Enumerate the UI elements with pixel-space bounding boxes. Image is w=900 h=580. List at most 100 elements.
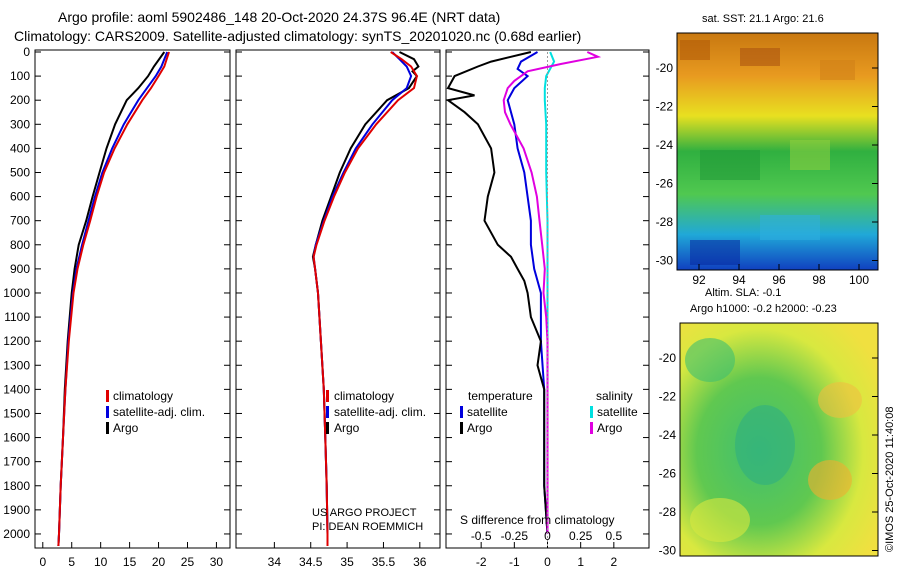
legend-argo-label: Argo bbox=[113, 421, 139, 435]
x-tick-label: -1 bbox=[509, 555, 520, 569]
depth-tick-label: 1700 bbox=[3, 455, 30, 469]
depth-tick-label: 1100 bbox=[4, 310, 30, 324]
depth-tick-label: 1200 bbox=[3, 334, 30, 348]
temperature-legend: climatology satellite-adj. clim. Argo bbox=[106, 389, 205, 435]
legend-s-sat-swatch bbox=[590, 406, 593, 418]
legend-clim-swatch bbox=[326, 390, 329, 402]
series-line-climatology bbox=[57, 51, 170, 547]
sst-map-texture bbox=[680, 40, 855, 265]
series-line-s-argo bbox=[502, 51, 602, 534]
x-tick-label: 0 bbox=[39, 555, 46, 569]
imos-credit: ©IMOS 25-Oct-2020 11:40:08 bbox=[884, 407, 896, 552]
lat-tick-label: -24 bbox=[659, 428, 677, 442]
sla-title1: Altim. SLA: -0.1 bbox=[705, 287, 781, 299]
lon-tick-label: 92 bbox=[692, 273, 706, 287]
legend-s-sat-label: satellite bbox=[597, 405, 638, 419]
lon-tick-label: 94 bbox=[732, 273, 746, 287]
x-tick-label: 34 bbox=[268, 555, 282, 569]
salinity-panel: 34 34.5 35 35.5 36 climatology satellite-adj… bbox=[235, 49, 441, 569]
lat-tick-label: -24 bbox=[656, 138, 674, 152]
legend-clim-label: climatology bbox=[334, 389, 394, 403]
depth-tick-label: 1000 bbox=[3, 286, 30, 300]
sst-title: sat. SST: 21.1 Argo: 21.6 bbox=[702, 13, 824, 25]
depth-tick-label: 900 bbox=[10, 262, 30, 276]
lat-tick-label: -26 bbox=[656, 177, 674, 191]
lat-tick-label: -20 bbox=[659, 351, 677, 365]
lat-tick-label: -22 bbox=[656, 100, 674, 114]
lat-tick-label: -26 bbox=[659, 467, 677, 481]
depth-tick-label: 600 bbox=[10, 190, 30, 204]
legend-clim-label: climatology bbox=[113, 389, 173, 403]
depth-tick-label: 1900 bbox=[3, 503, 30, 517]
legend-satadj-swatch bbox=[106, 406, 109, 418]
x-tick-label: 0 bbox=[544, 555, 551, 569]
header-line2: Climatology: CARS2009. Satellite-adjuste… bbox=[14, 28, 581, 44]
legend-t-argo-swatch bbox=[460, 422, 463, 434]
depth-tick-label: 800 bbox=[10, 238, 30, 252]
header-line1: Argo profile: aoml 5902486_148 20-Oct-20… bbox=[58, 9, 500, 25]
depth-tick-label: 1300 bbox=[3, 358, 30, 372]
lat-tick-label: -30 bbox=[656, 254, 674, 268]
sst-map-axes: -20 -22 -24 -26 -28 -30 92 94 96 98 100 bbox=[656, 61, 878, 287]
sla-map-frame bbox=[679, 322, 879, 557]
depth-tick-label: 100 bbox=[10, 69, 30, 83]
legend-argo-swatch bbox=[106, 422, 109, 434]
series-line-argo bbox=[311, 51, 420, 546]
legend-t-sat-label: satellite bbox=[467, 405, 508, 419]
salinity-lines bbox=[311, 51, 420, 546]
sla-map-axes: -20 -22 -24 -26 -28 -30 bbox=[659, 351, 878, 558]
s-tick-label: 0.5 bbox=[605, 529, 622, 543]
lat-tick-label: -22 bbox=[659, 390, 677, 404]
lon-tick-label: 98 bbox=[812, 273, 826, 287]
x-tick-label: 1 bbox=[577, 555, 584, 569]
x-tick-label: 25 bbox=[181, 555, 195, 569]
depth-tick-label: 0 bbox=[23, 45, 30, 59]
salinity-legend: climatology satellite-adj. clim. Argo bbox=[326, 389, 426, 435]
depth-tick-label: 200 bbox=[10, 93, 30, 107]
sla-map-panel: Altim. SLA: -0.1 Argo h1000: -0.2 h2000:… bbox=[659, 287, 896, 558]
legend-satadj-label: satellite-adj. clim. bbox=[334, 405, 426, 419]
lat-tick-label: -30 bbox=[659, 544, 677, 558]
legend-argo-label: Argo bbox=[334, 421, 360, 435]
legend-t-sat-swatch bbox=[460, 406, 463, 418]
legend-t-argo-label: Argo bbox=[467, 421, 493, 435]
x-tick-label: 34.5 bbox=[299, 555, 323, 569]
lat-tick-label: -28 bbox=[659, 505, 677, 519]
x-tick-label: 20 bbox=[152, 555, 166, 569]
sst-map-frame bbox=[676, 32, 879, 271]
depth-tick-label: 400 bbox=[10, 141, 30, 155]
lon-tick-label: 96 bbox=[772, 273, 786, 287]
series-line-argo bbox=[57, 51, 166, 547]
x-tick-label: 15 bbox=[123, 555, 137, 569]
temperature-lines bbox=[57, 51, 170, 547]
s-diff-xlabel: S difference from climatology bbox=[460, 513, 615, 527]
depth-tick-label: 500 bbox=[10, 165, 30, 179]
legend-satadj-swatch bbox=[326, 406, 329, 418]
credit-line2: PI: DEAN ROEMMICH bbox=[312, 521, 423, 533]
depth-tick-label: 700 bbox=[10, 214, 30, 228]
depth-tick-label: 1400 bbox=[3, 382, 30, 396]
depth-tick-label: 1500 bbox=[3, 406, 30, 420]
differences-legend: temperature salinity satellite Argo sate… bbox=[460, 389, 638, 435]
x-tick-label: 5 bbox=[68, 555, 75, 569]
legend-argo-swatch bbox=[326, 422, 329, 434]
temperature-frame bbox=[34, 49, 231, 549]
series-line-s-satellite bbox=[543, 51, 556, 534]
legend-s-argo-swatch bbox=[590, 422, 593, 434]
differences-lines bbox=[445, 51, 602, 535]
salinity-frame bbox=[235, 49, 441, 549]
series-line-t-argo bbox=[445, 51, 549, 535]
series-line-satellite-adj-clim- bbox=[57, 51, 169, 547]
legend-temperature-heading: temperature bbox=[468, 389, 533, 403]
depth-tick-label: 300 bbox=[10, 117, 30, 131]
s-tick-label: 0.25 bbox=[569, 529, 593, 543]
legend-satadj-label: satellite-adj. clim. bbox=[113, 405, 205, 419]
x-tick-label: 36 bbox=[413, 555, 427, 569]
credit-line1: US ARGO PROJECT bbox=[312, 507, 417, 519]
x-tick-label: 10 bbox=[94, 555, 108, 569]
sst-map-panel: sat. SST: 21.1 Argo: 21.6 -20-22-24-26-2… bbox=[656, 13, 879, 287]
s-tick-label: -0.5 bbox=[471, 529, 492, 543]
temperature-panel: 0100200300400500600700800900100011001200… bbox=[3, 45, 231, 569]
x-tick-label: 35 bbox=[340, 555, 354, 569]
